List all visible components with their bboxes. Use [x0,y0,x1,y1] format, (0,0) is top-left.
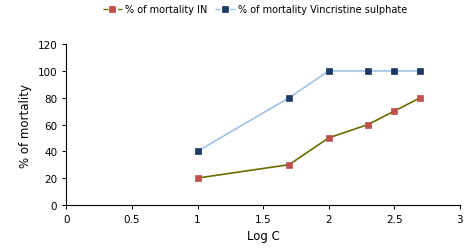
X-axis label: Log C: Log C [246,230,280,242]
% of mortality IN [418,97,423,100]
% of mortality Vincristine sulphate [286,97,292,100]
% of mortality IN [326,137,331,140]
Legend: % of mortality IN, % of mortality Vincristine sulphate: % of mortality IN, % of mortality Vincri… [103,5,407,15]
Y-axis label: % of mortality: % of mortality [19,83,32,167]
% of mortality Vincristine sulphate [195,150,201,153]
% of mortality Vincristine sulphate [365,70,371,73]
Line: % of mortality Vincristine sulphate: % of mortality Vincristine sulphate [194,68,424,155]
% of mortality IN [365,124,371,126]
% of mortality Vincristine sulphate [418,70,423,73]
% of mortality IN [286,164,292,166]
% of mortality Vincristine sulphate [326,70,331,73]
% of mortality IN [392,110,397,113]
% of mortality IN [195,177,201,180]
% of mortality Vincristine sulphate [392,70,397,73]
Line: % of mortality IN: % of mortality IN [194,95,424,182]
